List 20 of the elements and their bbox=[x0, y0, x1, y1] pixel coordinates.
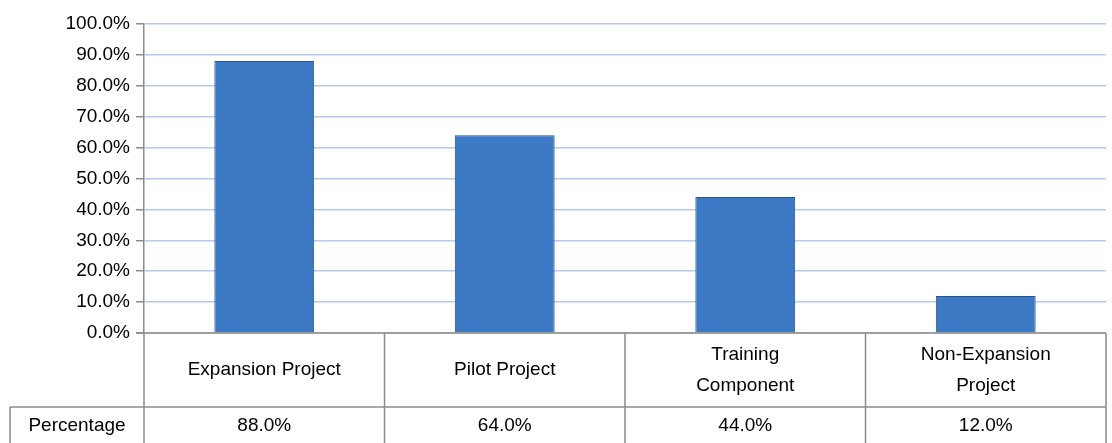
y-tick-label: 90.0% bbox=[76, 43, 131, 65]
y-tick-label: 0.0% bbox=[86, 321, 131, 343]
y-tick-label: 30.0% bbox=[76, 228, 131, 250]
data-label: 64.0% bbox=[477, 414, 532, 436]
y-tick-label: 70.0% bbox=[76, 104, 131, 126]
x-tick-label: Non-Expansion Project bbox=[920, 342, 1051, 395]
x-tick-label: Training Component bbox=[696, 342, 796, 395]
data-label: 44.0% bbox=[718, 414, 773, 436]
y-tick-label: 60.0% bbox=[76, 135, 131, 157]
data-label: 88.0% bbox=[237, 414, 292, 436]
x-tick-label: Pilot Project bbox=[454, 358, 557, 380]
x-tick-label: Expansion Project bbox=[187, 358, 342, 380]
y-tick-label: 50.0% bbox=[76, 166, 131, 188]
y-tick-label: 10.0% bbox=[76, 290, 131, 312]
y-tick-label: 100.0% bbox=[65, 12, 131, 34]
data-label: 12.0% bbox=[958, 414, 1013, 436]
y-tick-label: 80.0% bbox=[76, 74, 131, 96]
y-tick-label: 20.0% bbox=[76, 259, 131, 281]
y-tick-label: 40.0% bbox=[76, 197, 131, 219]
text: Percentage bbox=[28, 414, 126, 436]
